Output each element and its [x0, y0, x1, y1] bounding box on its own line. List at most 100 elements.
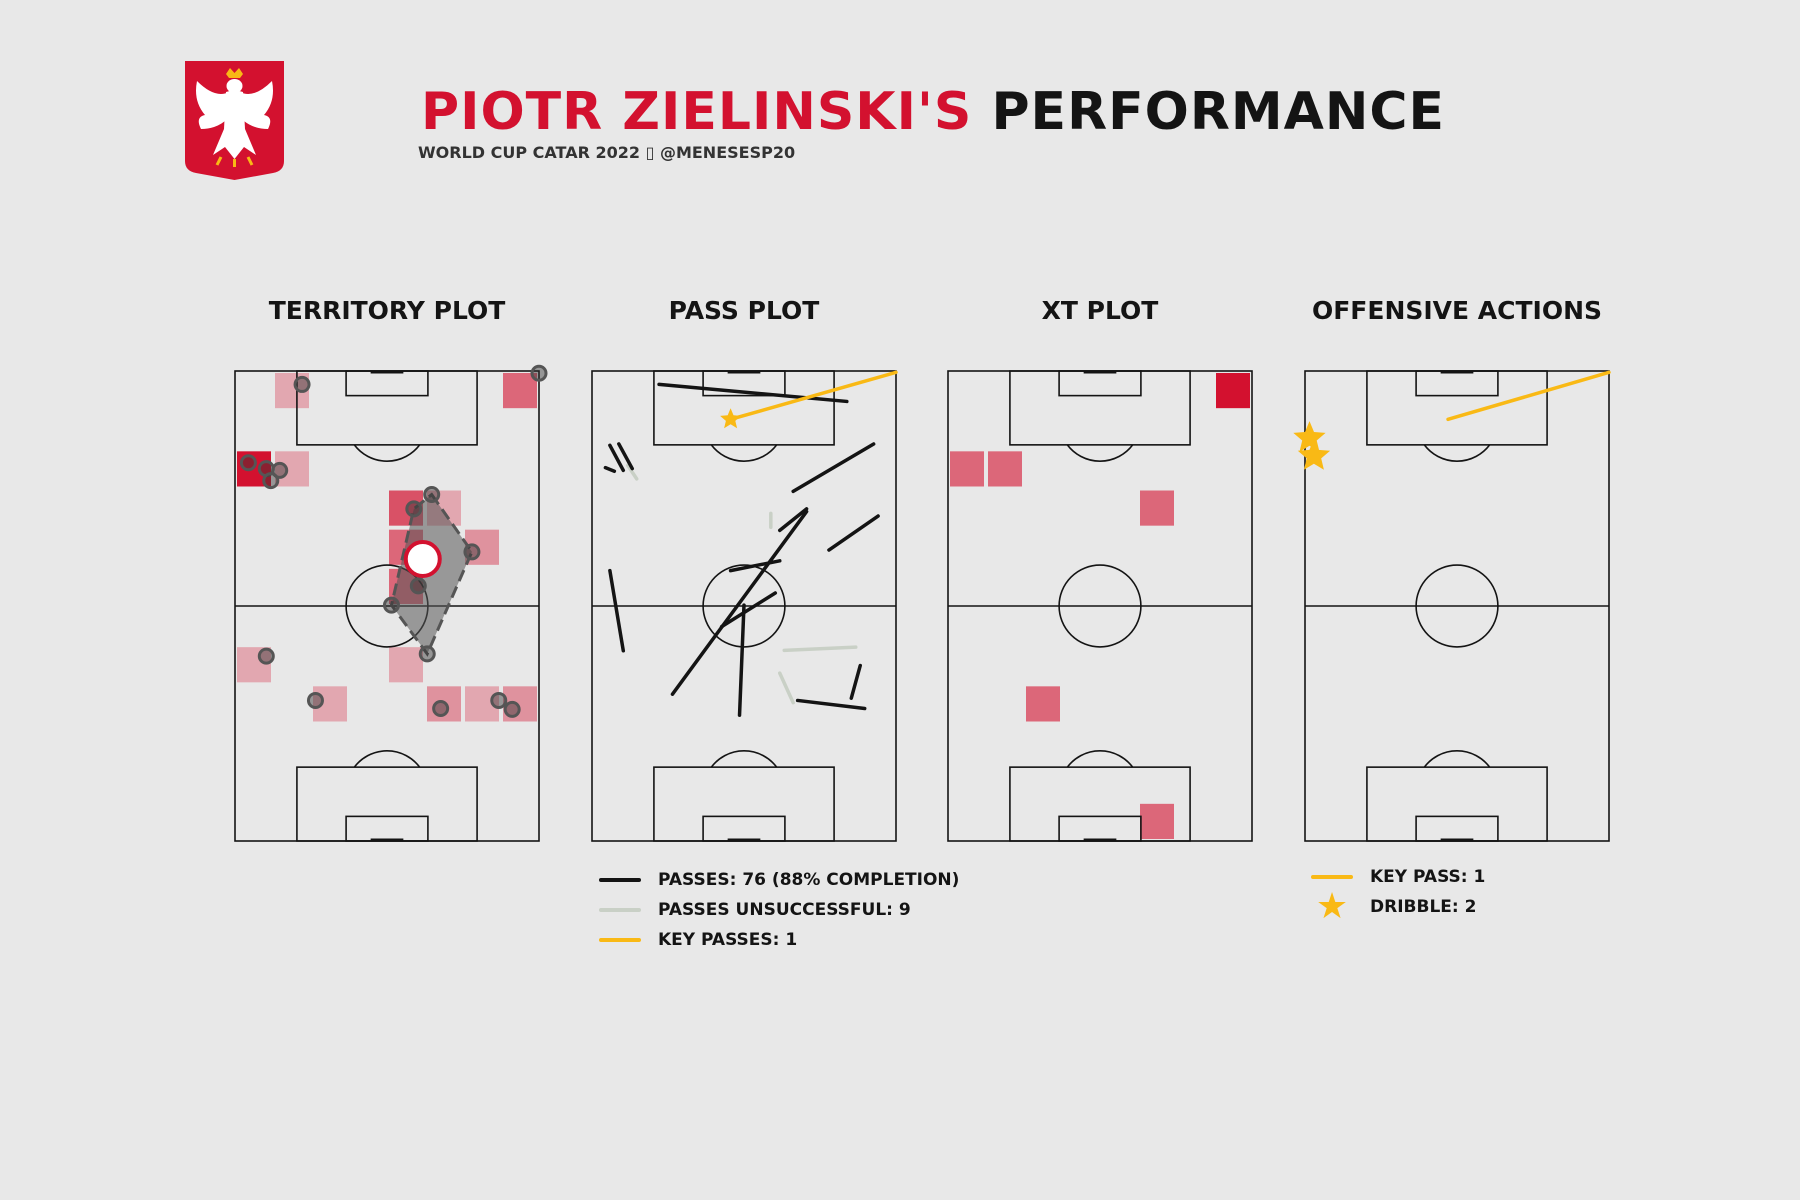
heatmap-cell — [313, 686, 347, 722]
six-yard-box — [345, 370, 429, 397]
legend-label: PASSES UNSUCCESSFUL: 9 — [658, 900, 911, 920]
penalty-arc — [710, 444, 778, 462]
xt-plot-pitch — [947, 370, 1253, 842]
poland-crest-logo — [185, 61, 284, 180]
title-player-name: PIOTR ZIELINSKI'S — [421, 82, 973, 142]
successful-pass-line — [728, 559, 782, 573]
penalty-arc — [1423, 750, 1491, 768]
successful-pass-line — [827, 514, 880, 552]
subtitle: WORLD CUP CATAR 2022 ▯ @MENESESP20 — [418, 143, 796, 162]
penalty-arc — [353, 444, 421, 462]
key-pass-line — [1446, 370, 1611, 422]
successful-pass-line — [617, 442, 634, 471]
successful-pass-line — [603, 465, 617, 474]
heatmap-cell — [389, 647, 423, 683]
heatmap-cell — [1216, 373, 1250, 409]
pass-plot-legend: PASSES: 76 (88% COMPLETION) PASSES UNSUC… — [596, 865, 959, 955]
heatmap-cell — [988, 451, 1022, 487]
territory-plot-title: TERRITORY PLOT — [268, 296, 506, 325]
heatmap-cell — [950, 451, 984, 487]
penalty-arc — [1066, 750, 1134, 768]
touch-point — [405, 500, 423, 518]
touch-point — [306, 691, 324, 709]
center-circle — [1058, 564, 1142, 648]
legend-label: DRIBBLE: 2 — [1370, 897, 1477, 917]
successful-pass-line-swatch — [599, 878, 641, 882]
legend-item-dribble: ★ DRIBBLE: 2 — [1308, 886, 1485, 927]
legend-item-passes: PASSES: 76 (88% COMPLETION) — [596, 865, 959, 895]
penalty-arc — [1423, 444, 1491, 462]
unsuccessful-pass-line — [778, 671, 795, 705]
legend-label: KEY PASSES: 1 — [658, 930, 798, 950]
touch-point — [271, 461, 289, 479]
successful-pass-line — [670, 509, 809, 696]
six-yard-box — [1415, 370, 1499, 397]
dribble-star-icon — [1297, 439, 1331, 470]
penalty-box — [296, 766, 478, 842]
pass-plot-title: PASS PLOT — [668, 296, 820, 325]
unsuccessful-pass-line — [782, 645, 858, 653]
star-icon: ★ — [1315, 886, 1349, 927]
offensive-actions-legend: KEY PASS: 1 ★ DRIBBLE: 2 — [1308, 862, 1485, 927]
successful-pass-line — [719, 591, 778, 629]
successful-pass-line — [791, 442, 876, 494]
penalty-arc — [710, 750, 778, 768]
key-pass-line-swatch — [599, 938, 641, 942]
penalty-box — [653, 766, 835, 842]
touch-point — [423, 486, 441, 504]
key-pass-line-swatch — [1311, 875, 1353, 879]
successful-pass-line — [849, 663, 862, 700]
successful-pass-line — [778, 507, 809, 533]
heatmap-cell — [1140, 490, 1174, 526]
penalty-box — [1366, 766, 1548, 842]
successful-pass-line — [737, 603, 746, 717]
penalty-box — [653, 370, 835, 446]
touch-point — [293, 375, 311, 393]
title-performance: PERFORMANCE — [991, 82, 1446, 142]
penalty-box — [1366, 370, 1548, 446]
average-position-marker — [403, 540, 442, 578]
six-yard-box — [1058, 815, 1142, 842]
successful-pass-line — [795, 698, 867, 711]
touch-point — [239, 454, 257, 472]
legend-item-key-passes: KEY PASSES: 1 — [596, 925, 959, 955]
touch-point — [432, 700, 450, 718]
legend-label: PASSES: 76 (88% COMPLETION) — [658, 870, 960, 890]
offensive-actions-pitch — [1293, 370, 1611, 842]
successful-pass-line — [608, 443, 626, 473]
legend-item-passes-unsuccessful: PASSES UNSUCCESSFUL: 9 — [596, 895, 959, 925]
unsuccessful-pass-line — [626, 463, 639, 481]
penalty-arc — [1066, 444, 1134, 462]
touch-point — [530, 364, 548, 382]
page-title: PIOTR ZIELINSKI'S PERFORMANCE — [421, 82, 1445, 142]
key-pass-line — [728, 370, 898, 422]
heatmap-cell — [275, 451, 309, 487]
successful-pass-line — [608, 568, 626, 653]
touch-point — [382, 596, 400, 614]
offensive-actions-title: OFFENSIVE ACTIONS — [1311, 296, 1603, 325]
penalty-arc — [353, 750, 421, 768]
unsuccessful-pass-line-swatch — [599, 908, 641, 912]
touch-point — [503, 700, 521, 718]
touch-point — [490, 691, 508, 709]
pass-plot-pitch — [591, 370, 898, 842]
successful-pass-line — [657, 382, 849, 404]
legend-item-key-pass: KEY PASS: 1 — [1308, 862, 1485, 892]
touch-point — [409, 577, 427, 595]
touch-point — [262, 472, 280, 490]
six-yard-box — [1415, 815, 1499, 842]
penalty-box — [296, 370, 478, 446]
xt-plot-title: XT PLOT — [1041, 296, 1159, 325]
heatmap-cell — [1026, 686, 1060, 722]
dribble-star-icon — [1293, 421, 1326, 452]
heatmap-cell — [503, 373, 537, 409]
territory-plot-pitch — [234, 364, 548, 842]
six-yard-box — [702, 815, 786, 842]
penalty-box — [1009, 370, 1191, 446]
legend-label: KEY PASS: 1 — [1370, 867, 1486, 887]
touch-point — [257, 647, 275, 665]
six-yard-box — [1058, 370, 1142, 397]
key-pass-star-icon — [720, 408, 741, 429]
six-yard-box — [345, 815, 429, 842]
touch-point — [418, 645, 436, 663]
